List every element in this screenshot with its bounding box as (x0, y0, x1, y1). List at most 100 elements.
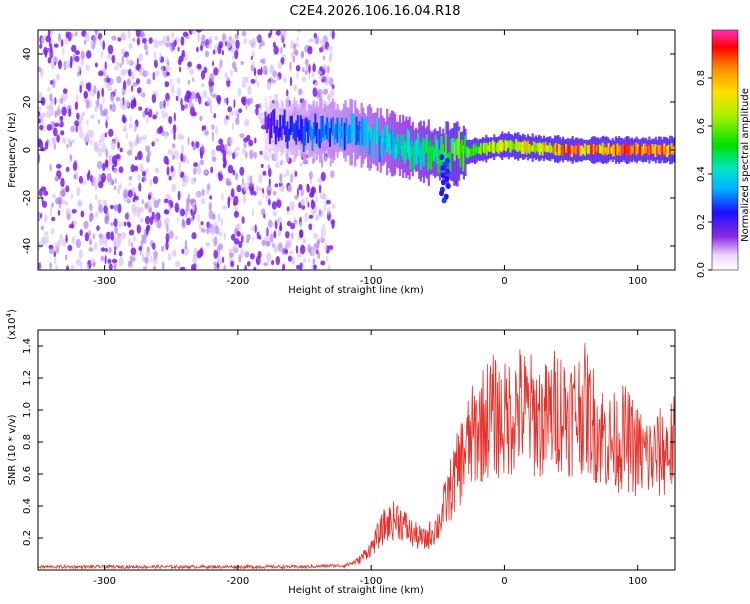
spectrogram-speckle (194, 94, 198, 103)
spectrogram-speckle (200, 70, 206, 80)
spectrogram-speckle (141, 198, 144, 205)
spectrogram-speckle (86, 119, 89, 126)
spectrogram-speckle (152, 114, 158, 120)
spectrogram-speckle (210, 166, 214, 174)
spectrogram-speckle (180, 208, 186, 217)
spectrogram-speckle (128, 123, 133, 129)
ridge-core (601, 142, 604, 155)
spectrogram-speckle (275, 30, 282, 36)
spectrogram-speckle (204, 130, 209, 136)
spectrogram-speckle (74, 55, 80, 63)
spectrogram-speckle (116, 75, 122, 84)
ridge-core (547, 145, 550, 152)
spectrogram-speckle (252, 60, 255, 66)
spectrogram-speckle (56, 240, 62, 247)
ridge-core (285, 126, 288, 142)
ridge-core (440, 136, 443, 162)
spectrogram-speckle (38, 66, 42, 73)
spectrogram-speckle (245, 76, 249, 84)
spectrogram-speckle (185, 201, 190, 212)
spectrogram-speckle (111, 165, 115, 171)
spectrogram-speckle (62, 91, 68, 102)
ridge-core (315, 122, 318, 144)
spectrogram-speckle (193, 167, 197, 175)
spectrogram-speckle (68, 224, 73, 229)
spectrogram-speckle (241, 96, 246, 104)
spectrogram-speckle (214, 236, 218, 246)
ridge-core (434, 135, 437, 158)
ridge-core (538, 142, 541, 156)
ridge-core (381, 129, 384, 144)
spectrogram-speckle (161, 109, 165, 119)
ridge-spur (440, 179, 446, 186)
spectrogram-speckle (316, 240, 320, 249)
spectrogram-speckle (291, 205, 294, 212)
spectrogram-speckle (138, 53, 143, 62)
ridge-core (661, 144, 664, 157)
spectrogram-speckle (52, 194, 57, 199)
spectrogram-speckle (39, 43, 43, 49)
spectrogram-speckle (208, 222, 212, 229)
spectrogram-speckle (320, 232, 324, 240)
spectrogram-speckle (167, 149, 174, 156)
colorbar: 0.0 0.2 0.4 0.6 0.8 Normalized spectral ampl… (696, 29, 750, 278)
spectrogram-speckle (272, 210, 278, 217)
spectrogram-speckle (211, 132, 214, 142)
spectrogram-speckle (214, 225, 220, 235)
spectrogram-speckle (304, 69, 308, 76)
spectrogram-speckle (62, 47, 65, 56)
spectrogram-speckle (287, 185, 293, 193)
spectrogram-speckle (200, 227, 206, 233)
snr-ytick-label: 1.4 (22, 338, 33, 354)
spectrogram-speckle (286, 220, 292, 227)
spectrogram-speckle (195, 141, 200, 149)
spectrogram-speckle (236, 146, 241, 151)
spectrogram-speckle (275, 255, 280, 266)
spectrogram-speckle (77, 125, 83, 131)
spectrogram-speckle (85, 82, 90, 90)
spectrogram-speckle (262, 65, 268, 76)
spectrogram-speckle (327, 45, 334, 52)
spectrogram-speckle (166, 35, 170, 42)
spectrogram-speckle (268, 178, 271, 187)
ridge-core (317, 129, 320, 147)
spectrogram-speckle (159, 51, 162, 61)
spectrogram-speckle (106, 77, 111, 83)
ridge-core (418, 140, 421, 165)
spectrogram-speckle (271, 79, 276, 84)
spectrogram-speckle (299, 98, 303, 104)
spectrogram-speckle (329, 30, 332, 38)
spectrogram-speckle (271, 260, 275, 266)
spectrogram-speckle (111, 102, 116, 113)
ridge-core (384, 136, 387, 149)
spectrogram-speckle (218, 138, 224, 145)
ridge-core (433, 147, 436, 162)
spectrogram-speckle (146, 224, 151, 232)
ridge-core (389, 133, 392, 156)
ridge-core (623, 145, 626, 153)
spectrogram-speckle (85, 64, 90, 71)
ridge-core (336, 117, 339, 144)
spectrogram-speckle (96, 225, 100, 232)
spectrogram-speckle (136, 134, 139, 144)
spectrogram-speckle (324, 242, 328, 252)
spectrogram-speckle (136, 37, 141, 46)
spectrogram-speckle (295, 65, 301, 72)
spectrogram-speckle (173, 130, 176, 141)
spectrogram-speckle (94, 30, 98, 35)
spectrogram-speckle (38, 261, 42, 270)
spectrogram-speckle (230, 47, 237, 52)
spectrogram-speckle (126, 132, 128, 140)
ridge-core (455, 138, 458, 156)
spectrogram-speckle (196, 30, 202, 33)
spectrogram-speckle (269, 233, 274, 243)
snr-xtick-label: -300 (93, 576, 116, 587)
spectrogram-speckle (139, 32, 146, 37)
spectrogram-speckle (290, 222, 296, 230)
spectrogram-speckle (317, 88, 323, 97)
ridge-core (356, 125, 359, 142)
spectrogram-speckle (115, 96, 121, 102)
spectrogram-speckle (234, 205, 238, 212)
spectrogram-speckle (53, 257, 57, 265)
spectrogram-speckle (226, 76, 231, 82)
